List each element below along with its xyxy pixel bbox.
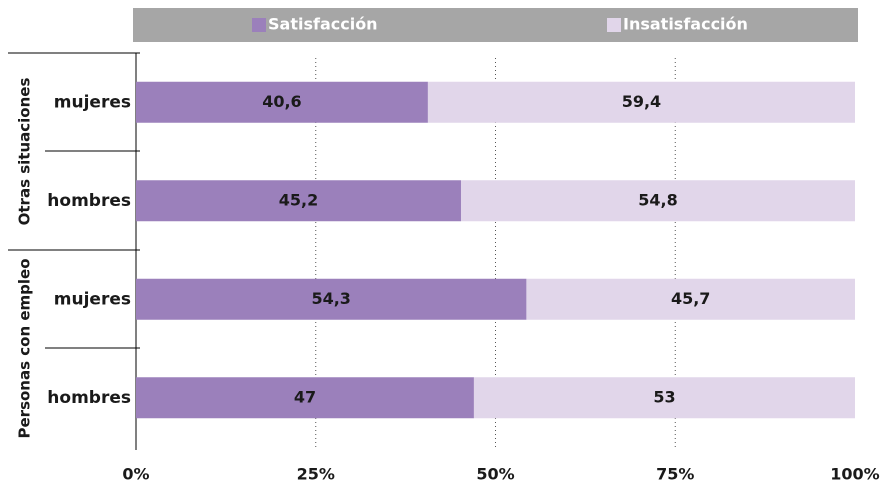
legend-swatch [252, 18, 266, 32]
group-label: Personas con empleo [16, 258, 34, 438]
bar-segment [136, 81, 428, 123]
x-tick-label: 0% [122, 465, 149, 484]
bar-segment [136, 377, 474, 419]
value-label: 54,8 [638, 190, 677, 209]
category-label: hombres [47, 388, 131, 408]
category-label: hombres [47, 191, 131, 211]
legend-background [133, 8, 858, 42]
group-label: Otras situaciones [16, 78, 34, 226]
legend-label: Insatisfacción [623, 15, 748, 34]
x-tick-label: 25% [297, 465, 335, 484]
legend-swatch [607, 18, 621, 32]
value-label: 59,4 [622, 92, 661, 111]
value-label: 53 [653, 387, 675, 406]
value-label: 54,3 [311, 289, 350, 308]
x-tick-label: 75% [656, 465, 694, 484]
x-tick-label: 50% [476, 465, 514, 484]
bar-segment [136, 278, 527, 320]
x-tick-label: 100% [830, 465, 879, 484]
legend-label: Satisfacción [268, 15, 378, 34]
value-label: 45,7 [671, 289, 710, 308]
bar-segment [473, 377, 855, 419]
bar-segment [136, 180, 461, 222]
bar-segment [526, 278, 855, 320]
value-label: 47 [294, 387, 316, 406]
value-label: 45,2 [279, 190, 318, 209]
bar-segment [460, 180, 855, 222]
value-label: 40,6 [262, 92, 301, 111]
bar-segment [427, 81, 855, 123]
category-label: mujeres [54, 92, 131, 112]
category-label: mujeres [54, 289, 131, 309]
